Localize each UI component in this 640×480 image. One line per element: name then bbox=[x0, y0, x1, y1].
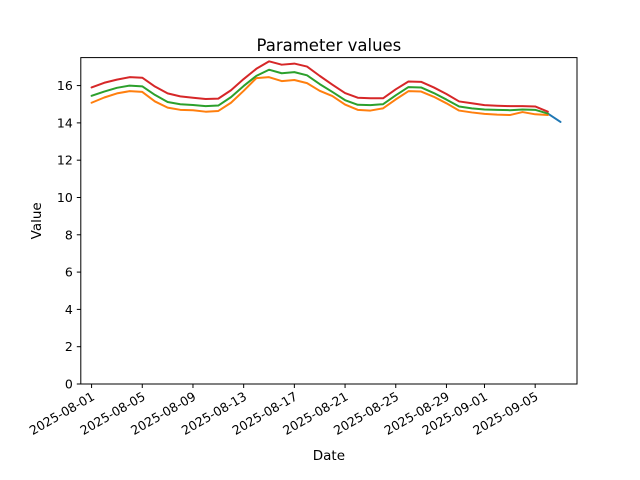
chart-title: Parameter values bbox=[257, 36, 402, 55]
axis-ticks bbox=[76, 85, 536, 388]
y-tick-label: 10 bbox=[57, 190, 73, 205]
plot-area bbox=[80, 57, 578, 384]
x-axis-label: Date bbox=[313, 448, 345, 464]
y-tick-label: 2 bbox=[65, 339, 73, 354]
series-lines bbox=[90, 60, 562, 123]
y-tick-label: 8 bbox=[65, 227, 73, 242]
y-tick-label: 0 bbox=[65, 377, 73, 392]
y-axis-label: Value bbox=[29, 202, 45, 239]
series-green bbox=[90, 68, 549, 115]
y-tick-label: 14 bbox=[57, 115, 73, 130]
series-blue bbox=[546, 112, 562, 123]
y-tick-label: 6 bbox=[65, 265, 73, 280]
y-tick-label: 16 bbox=[57, 78, 73, 93]
y-tick-label: 12 bbox=[57, 153, 73, 168]
y-tick-label: 4 bbox=[65, 302, 73, 317]
series-red bbox=[90, 60, 549, 113]
axes-spines bbox=[80, 57, 578, 385]
series-orange bbox=[90, 76, 549, 117]
